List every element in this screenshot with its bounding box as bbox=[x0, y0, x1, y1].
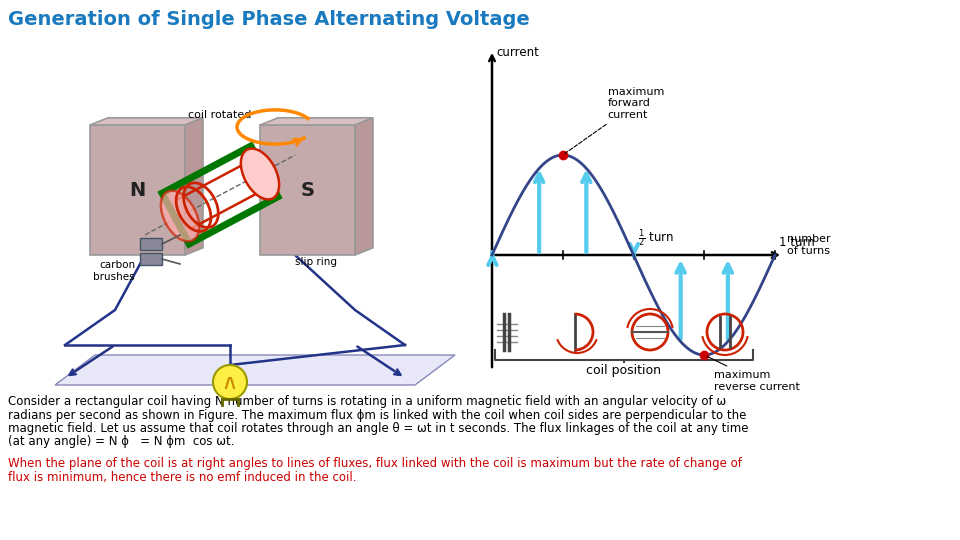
Bar bbox=[163, 147, 276, 243]
Text: N: N bbox=[130, 180, 146, 199]
FancyBboxPatch shape bbox=[90, 125, 185, 255]
Bar bbox=[161, 145, 278, 245]
FancyBboxPatch shape bbox=[140, 253, 162, 265]
Text: slip ring: slip ring bbox=[295, 257, 337, 267]
Ellipse shape bbox=[161, 191, 199, 241]
FancyBboxPatch shape bbox=[140, 238, 162, 250]
Text: Consider a rectangular coil having N number of turns is rotating in a uniform ma: Consider a rectangular coil having N num… bbox=[8, 395, 726, 408]
Text: number
of turns: number of turns bbox=[787, 234, 830, 256]
Text: 1 turn: 1 turn bbox=[779, 236, 815, 249]
Text: $\frac{1}{2}$ turn: $\frac{1}{2}$ turn bbox=[637, 227, 673, 249]
Bar bbox=[159, 143, 281, 247]
Bar bbox=[165, 149, 275, 241]
Text: carbon
brushes: carbon brushes bbox=[93, 260, 135, 281]
Text: maximum
forward
current: maximum forward current bbox=[565, 87, 664, 153]
Text: When the plane of the coil is at right angles to lines of fluxes, flux linked wi: When the plane of the coil is at right a… bbox=[8, 457, 742, 470]
Text: (at any angle) = N ϕ   = N ϕm  cos ωt.: (at any angle) = N ϕ = N ϕm cos ωt. bbox=[8, 435, 234, 449]
Polygon shape bbox=[90, 118, 203, 125]
Text: current: current bbox=[496, 46, 539, 59]
Polygon shape bbox=[355, 118, 373, 255]
Text: radians per second as shown in Figure. The maximum flux ϕm is linked with the co: radians per second as shown in Figure. T… bbox=[8, 408, 746, 422]
Text: coil rotated: coil rotated bbox=[188, 110, 252, 120]
FancyBboxPatch shape bbox=[260, 125, 355, 255]
Ellipse shape bbox=[241, 148, 279, 199]
Text: magnetic field. Let us assume that coil rotates through an angle θ = ωt in t sec: magnetic field. Let us assume that coil … bbox=[8, 422, 749, 435]
Text: flux is minimum, hence there is no emf induced in the coil.: flux is minimum, hence there is no emf i… bbox=[8, 470, 356, 483]
Circle shape bbox=[213, 365, 247, 399]
Text: coil position: coil position bbox=[587, 364, 661, 377]
Text: maximum
reverse current: maximum reverse current bbox=[707, 356, 800, 392]
Polygon shape bbox=[185, 118, 203, 255]
Polygon shape bbox=[260, 118, 373, 125]
Polygon shape bbox=[55, 355, 455, 385]
Text: Generation of Single Phase Alternating Voltage: Generation of Single Phase Alternating V… bbox=[8, 10, 530, 29]
Text: S: S bbox=[300, 180, 315, 199]
